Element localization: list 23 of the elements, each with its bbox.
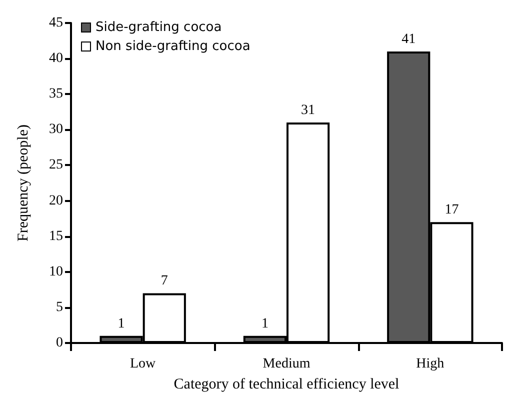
data-label: 41 [402,32,416,47]
y-tick-label: 45 [49,16,63,30]
x-tick-label: Low [130,356,157,372]
data-label: 1 [261,316,268,332]
y-tick-label: 20 [49,193,63,208]
y-tick-label: 5 [56,300,63,315]
x-tick-label: High [416,356,444,372]
y-tick-label: 10 [49,264,63,280]
x-axis-title: Category of technical efficiency level [174,376,400,392]
legend-label: Non side-grafting cocoa [96,39,250,54]
data-label: 31 [301,103,316,118]
x-tick-label: Medium [262,356,310,372]
data-label: 7 [160,274,168,289]
data-label: 17 [444,202,459,218]
y-tick-label: 0 [56,336,63,350]
y-tick-label: 30 [49,122,63,138]
y-tick-label: 40 [49,51,63,66]
y-tick-label: 35 [49,86,63,102]
y-axis-title: Frequency (people) [16,124,32,242]
data-label: 1 [118,316,125,332]
legend-label: Side-grafting cocoa [96,20,222,35]
y-tick-label: 15 [49,228,63,244]
y-tick-label: 25 [49,158,63,173]
